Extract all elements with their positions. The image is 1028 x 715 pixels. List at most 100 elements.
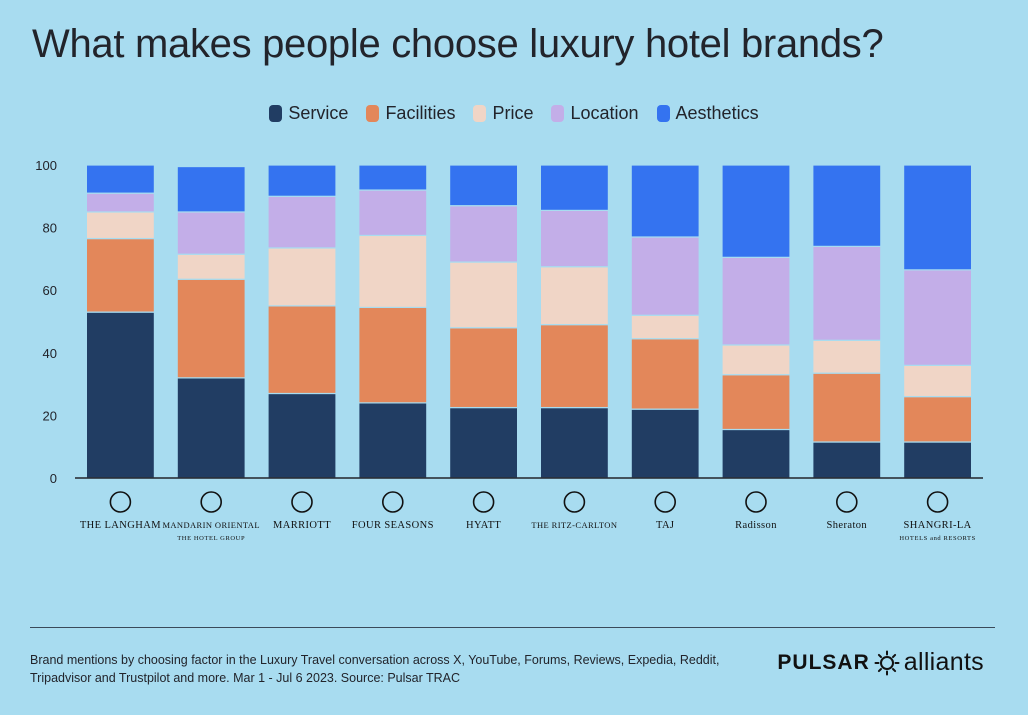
bar-segment-aesthetics (176, 165, 246, 213)
legend-swatch (473, 105, 487, 122)
bar-segment-aesthetics (902, 164, 973, 271)
bar-segment-facilities (176, 278, 246, 379)
bar-segment-price (85, 211, 156, 240)
bar-segment-location (812, 245, 882, 341)
y-tick-label: 60 (43, 283, 57, 298)
bar-segment-location (902, 269, 973, 366)
brand-label: THE LANGHAM (80, 520, 161, 531)
brand-emblem-icon (563, 491, 586, 513)
legend-swatch (656, 105, 670, 122)
bar-segment-location (267, 195, 337, 249)
legend-item-price: Price (473, 103, 533, 124)
brand-label: MANDARIN ORIENTAL (162, 520, 260, 530)
brand-emblem-icon (835, 491, 858, 513)
bar-segment-price (812, 339, 882, 374)
brand-label: Radisson (735, 520, 777, 531)
bar-segment-price (449, 261, 519, 329)
bar-segment-aesthetics (267, 164, 337, 197)
bar-segment-facilities (539, 324, 610, 409)
legend-item-location: Location (551, 103, 639, 124)
legend-label: Facilities (385, 103, 456, 123)
bar-segment-location (358, 189, 428, 237)
y-tick-label: 80 (43, 221, 57, 236)
bar-segment-price (358, 234, 428, 309)
bar-segment-service (449, 406, 519, 479)
bar-segment-location (176, 211, 246, 255)
bar-segment-aesthetics (539, 164, 610, 211)
legend-label: Aesthetics (675, 103, 759, 123)
legend-label: Service (288, 103, 349, 123)
bar-segment-price (176, 253, 246, 280)
bar-segment-service (176, 377, 246, 479)
legend-item-service: Service (269, 103, 348, 124)
brand-label: SHANGRI-LA (904, 520, 972, 531)
legend-swatch (269, 105, 283, 122)
bar-segment-facilities (449, 327, 519, 409)
brand-label: MARRIOTT (273, 520, 331, 531)
legend-item-aesthetics: Aesthetics (656, 103, 759, 124)
bar-segment-aesthetics (812, 164, 882, 247)
bar-segment-location (630, 236, 700, 316)
bar-segment-facilities (630, 338, 700, 410)
legend-swatch (551, 105, 565, 122)
footer-divider (30, 627, 995, 628)
chart-title: What makes people choose luxury hotel br… (32, 22, 884, 66)
bar-segment-service (358, 402, 428, 479)
bar-segment-aesthetics (721, 164, 791, 258)
brand-emblem-icon (745, 491, 767, 513)
brand-emblem-icon (200, 491, 222, 513)
bar-segment-aesthetics (358, 164, 428, 191)
bar-segment-aesthetics (85, 164, 156, 194)
bar-segment-service (85, 311, 156, 479)
legend-label: Price (492, 103, 534, 123)
brand-label: FOUR SEASONS (352, 520, 434, 531)
brand-emblem-icon (109, 491, 132, 513)
y-tick-label: 20 (43, 408, 57, 423)
brand-sublabel: HOTELS and RESORTS (899, 535, 976, 542)
brand-label: Sheraton (827, 520, 868, 531)
bar-segment-price (630, 314, 700, 340)
bar-segment-price (902, 364, 973, 398)
bar-segment-location (539, 209, 610, 268)
bar-segment-service (902, 441, 973, 479)
bar-segment-service (630, 408, 700, 479)
bar-segment-service (267, 392, 337, 479)
y-tick-label: 40 (43, 346, 57, 361)
pulsar-alliants-logo: PULSAR alliants (777, 648, 984, 677)
bar-segment-facilities (721, 374, 791, 431)
sun-icon (874, 650, 900, 675)
bar-segment-aesthetics (449, 164, 519, 207)
alliants-wordmark: alliants (903, 648, 984, 676)
brand-sublabel: THE HOTEL GROUP (177, 535, 245, 542)
pulsar-wordmark: PULSAR (777, 650, 870, 674)
bar-segment-facilities (358, 306, 428, 404)
bar-segment-aesthetics (630, 164, 700, 238)
legend-label: Location (570, 103, 639, 123)
brand-emblem-icon (472, 491, 495, 513)
brand-label: TAJ (656, 520, 674, 531)
chart-legend: Service Facilities Price Location Aesthetics (0, 103, 1028, 124)
bar-segment-facilities (902, 396, 973, 443)
y-tick-label: 0 (50, 471, 57, 486)
bar-segment-facilities (267, 305, 337, 395)
bar-segment-facilities (812, 372, 882, 443)
bar-segment-location (721, 256, 791, 346)
bar-segment-location (449, 205, 519, 263)
brand-emblem-icon (926, 491, 949, 513)
bar-segment-price (539, 266, 610, 326)
y-tick-label: 100 (35, 158, 57, 173)
legend-item-facilities: Facilities (366, 103, 455, 124)
brand-label: HYATT (466, 520, 501, 531)
brand-emblem-icon (291, 491, 313, 513)
bar-segment-facilities (85, 237, 156, 313)
brand-label: THE RITZ-CARLTON (531, 520, 617, 530)
stacked-bar-chart: 0 20 40 60 80 100 THE LANGHAM MANDARIN ORIENTAL… (35, 158, 983, 542)
brand-emblem-icon (654, 491, 677, 513)
bar-segment-price (267, 247, 337, 307)
bar-segment-location (85, 192, 156, 213)
bar-segment-service (721, 428, 791, 479)
brand-emblem-icon (381, 491, 404, 513)
bar-segment-service (539, 406, 610, 479)
bar-segment-service (812, 441, 882, 479)
bar-segment-price (721, 344, 791, 376)
